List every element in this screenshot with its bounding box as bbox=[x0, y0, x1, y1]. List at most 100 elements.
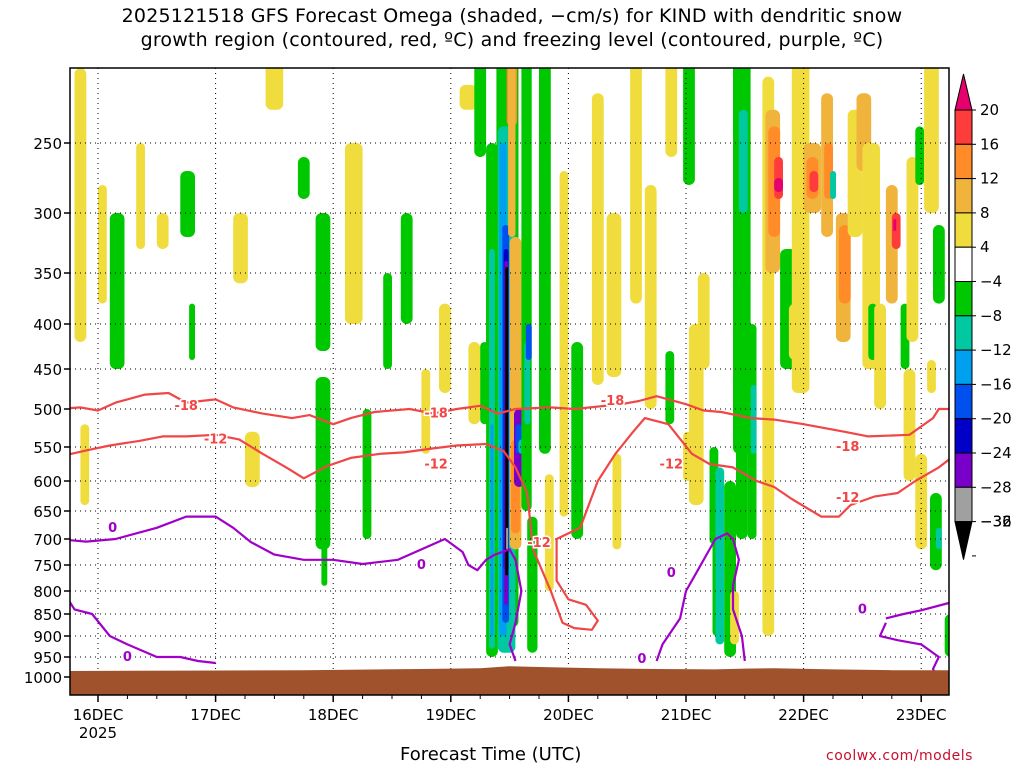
colorbar-label: −28 bbox=[980, 478, 1012, 496]
y-tick-label: 1000 bbox=[24, 669, 62, 687]
omega-cell bbox=[906, 157, 919, 342]
omega-cell bbox=[459, 84, 478, 110]
temperature-contours: -18 -12 -18 -12 -12 -18 -12 -18 -12 0 0 0 0 0 0 bbox=[70, 391, 949, 682]
colorbar-cell bbox=[954, 212, 973, 248]
omega-cell bbox=[571, 342, 584, 539]
contour-minus18 bbox=[70, 391, 949, 438]
omega-cell bbox=[838, 225, 851, 304]
contour-label: -18 bbox=[424, 407, 448, 422]
x-year-label: 2025 bbox=[79, 724, 117, 742]
contour-0C-right-lower bbox=[878, 622, 940, 682]
omega-cell bbox=[736, 273, 748, 342]
omega-cell bbox=[665, 68, 678, 157]
colorbar-label: 12 bbox=[980, 170, 999, 188]
omega-cell bbox=[525, 324, 532, 360]
colorbar-label: −4 bbox=[980, 273, 1002, 291]
omega-cell bbox=[505, 267, 509, 576]
colorbar-label: −12 bbox=[980, 341, 1012, 359]
colorbar-cell bbox=[954, 178, 973, 214]
y-axis: 250 300 350 400 450 500 550 600 650 700 750 800 850 9… bbox=[24, 135, 70, 687]
omega-cell bbox=[665, 351, 675, 425]
contour-label: -12 bbox=[836, 491, 860, 506]
omega-cell bbox=[951, 539, 960, 600]
omega-cell bbox=[644, 185, 657, 409]
omega-cell bbox=[933, 225, 945, 304]
contour-label: 0 bbox=[858, 602, 867, 617]
y-tick-label: 750 bbox=[33, 557, 62, 575]
colorbar-label: 8 bbox=[980, 204, 990, 222]
y-tick-label: 550 bbox=[33, 439, 62, 457]
contour-0C-middle bbox=[655, 532, 746, 662]
x-tick-label: 23DEC bbox=[896, 706, 947, 724]
omega-cell bbox=[688, 324, 704, 505]
x-tick-label: 20DEC bbox=[543, 706, 594, 724]
x-tick-label: 16DEC bbox=[73, 706, 124, 724]
omega-cell bbox=[180, 171, 195, 237]
colorbar-cell bbox=[954, 281, 973, 317]
colorbar-top-arrow bbox=[954, 73, 973, 111]
omega-cell bbox=[245, 431, 260, 487]
omega-cell bbox=[109, 213, 125, 369]
contour-label: 0 bbox=[417, 558, 426, 573]
omega-cell bbox=[98, 185, 107, 304]
omega-cell bbox=[893, 219, 897, 231]
colorbar-cell bbox=[954, 383, 973, 420]
contour-label: -12 bbox=[660, 458, 684, 473]
contour-label: -18 bbox=[836, 440, 860, 455]
contour-0C-right-upper bbox=[885, 601, 949, 620]
omega-cell bbox=[527, 516, 538, 653]
colorbar-label: −32 bbox=[980, 513, 1012, 531]
omega-cell bbox=[891, 213, 901, 249]
omega-cell bbox=[383, 273, 392, 369]
contour-0C-lower-left bbox=[70, 600, 216, 665]
omega-cell bbox=[233, 213, 248, 284]
omega-cell bbox=[924, 68, 939, 213]
y-tick-label: 400 bbox=[33, 316, 62, 334]
omega-cell bbox=[189, 303, 195, 360]
y-tick-label: 300 bbox=[33, 205, 62, 223]
y-tick-label: 350 bbox=[33, 265, 62, 283]
omega-cell bbox=[468, 342, 481, 425]
omega-cell bbox=[315, 377, 331, 550]
colorbar-label: −24 bbox=[980, 444, 1012, 462]
colorbar-label: −8 bbox=[980, 307, 1002, 325]
y-tick-label: 900 bbox=[33, 628, 62, 646]
y-tick-label: 700 bbox=[33, 531, 62, 549]
contour-minus12 bbox=[70, 417, 949, 631]
omega-cell bbox=[944, 614, 949, 657]
omega-cell bbox=[738, 109, 748, 213]
y-tick-label: 500 bbox=[33, 401, 62, 419]
omega-cell bbox=[345, 143, 363, 324]
x-tick-label: 17DEC bbox=[190, 706, 241, 724]
contour-0C-left bbox=[70, 515, 523, 662]
omega-cell bbox=[559, 171, 569, 517]
omega-cell bbox=[80, 424, 90, 505]
colorbar-cell bbox=[954, 109, 973, 145]
omega-cell bbox=[830, 171, 836, 199]
contour-label: -18 bbox=[174, 399, 198, 414]
y-tick-label: 250 bbox=[33, 135, 62, 153]
x-tick-label: 18DEC bbox=[308, 706, 359, 724]
omega-cell bbox=[315, 213, 331, 351]
y-tick-label: 650 bbox=[33, 503, 62, 521]
colorbar: 20 16 12 8 4 −4 −8 −12 −16 −20 −24 −28 −32−36 bbox=[954, 73, 1012, 560]
omega-cell bbox=[915, 126, 925, 185]
colorbar-label: 4 bbox=[980, 238, 990, 256]
omega-cell bbox=[524, 342, 531, 425]
contour-label: 0 bbox=[667, 566, 676, 581]
omega-cell bbox=[400, 213, 413, 324]
omega-cell bbox=[630, 68, 642, 304]
omega-cell bbox=[697, 273, 710, 369]
colorbar-label: −16 bbox=[980, 375, 1012, 393]
omega-cell bbox=[156, 213, 169, 249]
omega-cell bbox=[874, 303, 886, 409]
source-credit: coolwx.com/models bbox=[826, 748, 973, 764]
omega-cell bbox=[474, 68, 487, 157]
chart-title-line-1: 2025121518 GFS Forecast Omega (shaded, −… bbox=[121, 5, 903, 27]
colorbar-cell bbox=[954, 246, 973, 282]
colorbar-label: −36 bbox=[980, 513, 1012, 531]
omega-cell bbox=[591, 93, 604, 385]
y-tick-label: 800 bbox=[33, 583, 62, 601]
y-tick-label: 850 bbox=[33, 606, 62, 624]
